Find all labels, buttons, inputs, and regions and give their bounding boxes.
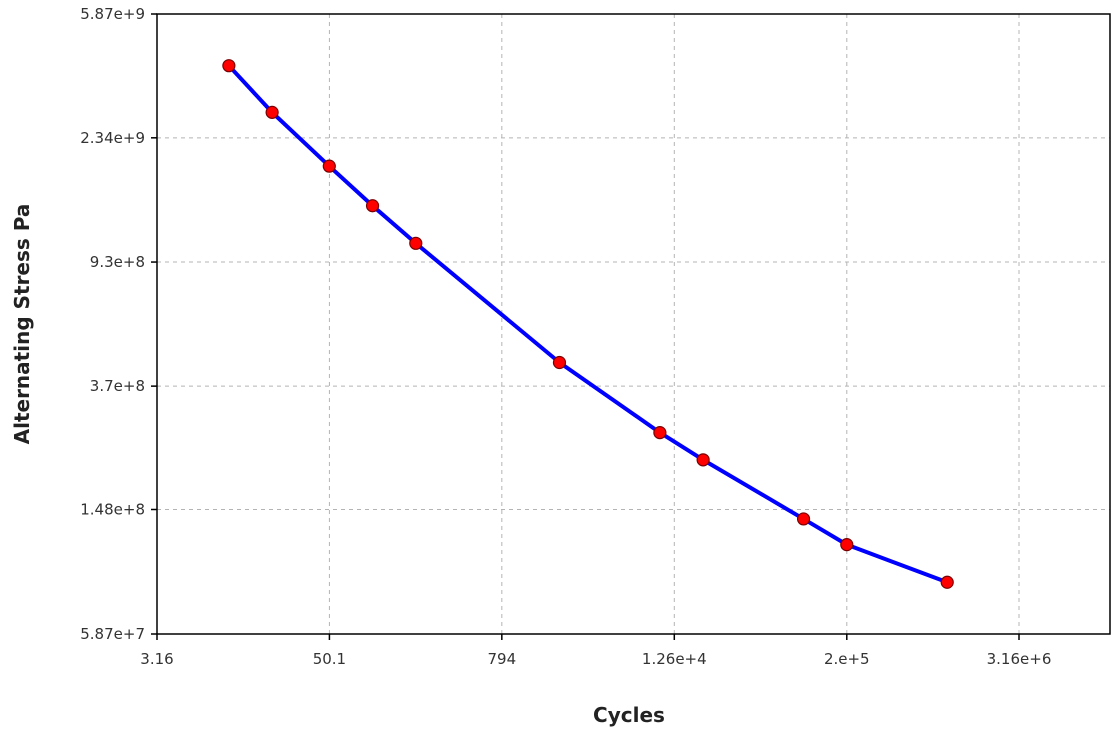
x-tick-label: 50.1 (313, 650, 346, 668)
data-point (940, 575, 954, 589)
data-point (365, 199, 380, 213)
y-tick-label: 9.3e+8 (90, 253, 145, 271)
y-tick-label: 1.48e+8 (80, 500, 145, 518)
y-tick-label: 2.34e+9 (80, 129, 145, 147)
data-point (322, 159, 336, 173)
data-point (796, 512, 811, 526)
x-tick-label: 3.16 (140, 650, 173, 668)
series-layer (222, 59, 954, 589)
x-tick-label: 794 (487, 650, 516, 668)
plot-frame (156, 13, 1111, 635)
y-tick-label: 3.7e+8 (90, 377, 145, 395)
y-axis-ticks: 5.87e+7 1.48e+8 3.7e+8 9.3e+8 2.34e+9 5.87e+9 (80, 5, 157, 643)
data-point (696, 453, 710, 467)
y-axis-title: Alternating Stress Pa (10, 204, 34, 445)
data-point (552, 355, 567, 370)
x-tick-label: 1.26e+4 (642, 650, 707, 668)
x-axis-ticks: 3.16 50.1 794 1.26e+4 2.e+5 3.16e+6 (140, 634, 1051, 668)
data-point (840, 538, 854, 552)
data-point (409, 236, 423, 250)
y-tick-label: 5.87e+9 (80, 5, 145, 23)
data-point (222, 59, 236, 73)
data-point (265, 105, 279, 119)
y-tick-label: 5.87e+7 (80, 625, 145, 643)
series-line (226, 63, 950, 585)
x-axis-title: Cycles (593, 703, 665, 727)
x-tick-label: 3.16e+6 (987, 650, 1052, 668)
data-point (653, 426, 667, 440)
grid-lines (157, 14, 1110, 634)
x-tick-label: 2.e+5 (824, 650, 870, 668)
